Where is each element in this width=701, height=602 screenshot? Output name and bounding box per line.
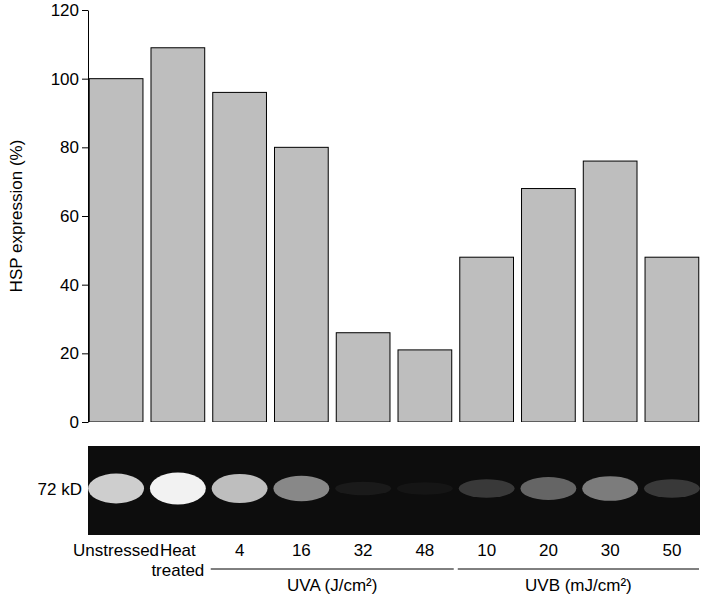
y-axis-title: HSP expression (%) [7, 140, 26, 293]
y-axis: 0 20 40 60 80 100 120 [51, 1, 89, 432]
y-tick: 60 [60, 207, 88, 226]
y-tick-label: 20 [60, 344, 79, 363]
y-tick-label: 40 [60, 276, 79, 295]
bar [336, 333, 390, 422]
blot-band [397, 482, 453, 495]
y-tick: 40 [60, 276, 88, 295]
bar [522, 189, 576, 422]
x-tick-label-line: Unstressed [73, 541, 159, 560]
y-tick-label: 80 [60, 138, 79, 157]
y-tick-mark [82, 422, 88, 423]
x-tick-label: 10 [477, 541, 496, 560]
chart: 0 20 40 60 80 100 120 HSP expression (%) 72 kD Un… [0, 0, 701, 602]
x-tick-label: 16 [292, 541, 311, 560]
blot-band [212, 474, 268, 503]
bar [460, 257, 514, 422]
y-tick-label: 100 [51, 70, 79, 89]
x-tick-label: 50 [662, 541, 681, 560]
bar [213, 92, 267, 422]
blot-band [150, 473, 206, 505]
y-tick-mark [82, 353, 88, 354]
x-tick-label-line: 10 [477, 541, 496, 560]
x-tick-label-line: Heat [160, 541, 196, 560]
bars [89, 48, 699, 422]
bar [89, 79, 143, 422]
x-tick-label: 4 [235, 541, 244, 560]
x-tick-label: 48 [415, 541, 434, 560]
y-tick: 0 [70, 413, 88, 432]
bar [398, 350, 452, 422]
x-tick-label-line: treated [151, 561, 204, 580]
group-bracket [458, 569, 699, 570]
y-tick: 120 [51, 1, 88, 20]
y-tick: 20 [60, 344, 88, 363]
y-tick-mark [82, 10, 88, 11]
blot-band [273, 476, 329, 502]
bar [583, 161, 637, 422]
y-tick: 100 [51, 70, 88, 89]
blot-band [335, 482, 391, 496]
blot-band [459, 479, 515, 498]
group-label: UVA (J/cm²) [287, 576, 377, 595]
x-tick-label: 20 [539, 541, 558, 560]
x-tick-label: Heattreated [151, 541, 204, 580]
y-tick-label: 0 [70, 413, 79, 432]
x-tick-label-line: 16 [292, 541, 311, 560]
x-tick-label-line: 20 [539, 541, 558, 560]
bar [275, 147, 329, 422]
blot-band [88, 473, 144, 503]
x-tick-label: Unstressed [73, 541, 159, 560]
x-tick-label-line: 4 [235, 541, 244, 560]
bar [151, 48, 205, 422]
x-tick-label-line: 50 [662, 541, 681, 560]
x-tick-label-line: 48 [415, 541, 434, 560]
y-tick-label: 60 [60, 207, 79, 226]
blot-panel [88, 446, 700, 535]
y-axis-line [88, 11, 89, 423]
y-tick-mark [82, 79, 88, 80]
blot-band [582, 476, 638, 501]
y-tick-mark [82, 216, 88, 217]
y-tick-mark [82, 285, 88, 286]
blot-label: 72 kD [38, 480, 82, 499]
x-tick-label-line: 32 [354, 541, 373, 560]
bar [645, 257, 699, 422]
x-axis: UnstressedHeattreated 4 16 32 48 10 20 30 50 [73, 541, 681, 580]
x-tick-label: 30 [601, 541, 620, 560]
group-label: UVB (mJ/cm²) [525, 576, 632, 595]
y-tick-label: 120 [51, 1, 79, 20]
y-tick: 80 [60, 138, 88, 157]
x-tick-label-line: 30 [601, 541, 620, 560]
blot-band [644, 479, 700, 498]
blot-bands [88, 473, 700, 505]
group-bracket [211, 569, 454, 570]
blot-band [520, 477, 576, 500]
x-tick-label: 32 [354, 541, 373, 560]
y-tick-mark [82, 147, 88, 148]
